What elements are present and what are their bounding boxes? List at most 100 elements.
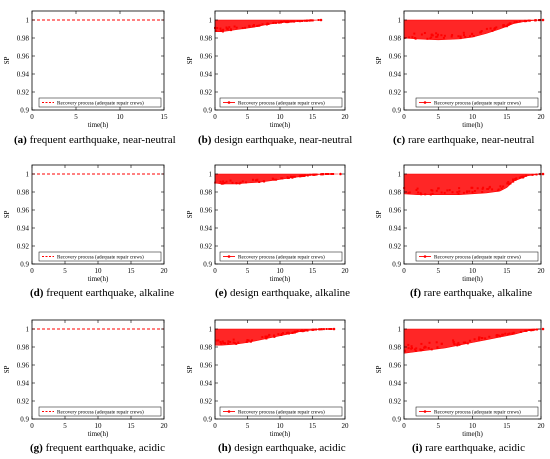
panel-e-series-marker [330, 173, 333, 175]
caption-d-text: frequent earthquake, alkaline [46, 287, 175, 299]
panel-f-series-marker [535, 173, 538, 176]
panel-c-series-marker [518, 20, 521, 23]
panel-f-ytick-label: 0.98 [389, 189, 402, 197]
panel-e-legend-marker [227, 255, 231, 258]
panel-a-ylabel: SP [3, 57, 11, 65]
panel-b-series-marker [291, 20, 294, 23]
caption-g: (g) frequent earthquake, acidic [30, 442, 165, 454]
panel-h-xtick-label: 10 [277, 422, 285, 430]
panel-g-ytick-label: 0.96 [17, 362, 30, 370]
panel-f-series-marker [431, 189, 434, 192]
panel-h-series-marker [322, 328, 325, 331]
panel-f-series-marker [466, 190, 468, 193]
panel-i-series-marker [497, 334, 500, 337]
panel-f-series-marker [416, 187, 419, 190]
panel-c-ytick-label: 0.98 [389, 35, 402, 43]
panel-c-series-marker [463, 34, 465, 37]
panel-i-ytick-label: 0.98 [389, 344, 402, 352]
panel-h-series-marker [224, 342, 226, 345]
panel-b-series-marker [278, 21, 281, 24]
panel-h-series-marker [300, 330, 302, 332]
panel-c-series-marker [430, 36, 433, 39]
panel-h-xtick-label: 15 [309, 422, 317, 430]
panel-c-series-marker [435, 32, 438, 35]
panel-g-ytick-label: 0.92 [17, 398, 30, 406]
panel-e-series-marker [220, 182, 223, 185]
panel-e-series-marker [301, 174, 304, 177]
panel-e-series-marker [254, 179, 257, 182]
panel-h-series-marker [264, 335, 267, 338]
panel-e-series-marker [289, 175, 292, 178]
panel-c-series-marker [423, 32, 426, 34]
panel-h-series [214, 327, 336, 346]
panel-c-series-marker [443, 34, 446, 37]
panel-g-legend-label: Recovery process (adequate repair crews) [57, 409, 144, 416]
panel-h-series-marker [237, 341, 240, 344]
panel-c-series-marker [469, 35, 471, 38]
panel-h-ytick-label: 0.92 [200, 398, 213, 406]
panel-i-series-marker [519, 331, 522, 333]
panel-i-series-marker [453, 343, 456, 346]
panel-h-xtick-label: 20 [342, 422, 350, 430]
panel-f-series-marker [496, 189, 499, 192]
panel-h-series-marker [277, 333, 280, 336]
panel-i-series-marker [452, 339, 455, 342]
panel-i-series-marker [436, 346, 439, 349]
caption-c-text: rare earthquake, near-neutral [407, 134, 535, 146]
panel-f-ylabel: SP [375, 211, 383, 219]
panel-d-ytick-label: 0.94 [17, 225, 30, 233]
caption-h-text: design earthquake, acidic [234, 442, 346, 454]
panel-b-series-marker [230, 29, 232, 32]
caption-e-letter: (e) [215, 287, 228, 299]
panel-e-series-marker [325, 173, 328, 175]
panel-a-ytick-label: 0.98 [17, 35, 30, 43]
panel-c-series-marker [515, 21, 518, 23]
panel-i-series-marker [504, 332, 507, 335]
panel-c-series-marker [420, 33, 423, 36]
panel-h-series-marker [305, 329, 308, 332]
panel-i-series-marker [536, 328, 538, 331]
panel-a-legend-label: Recovery process (adequate repair crews) [57, 100, 144, 107]
panel-f-series [403, 172, 545, 196]
panel-b-xtick-label: 0 [213, 113, 217, 121]
panel-b-series-marker [293, 20, 296, 23]
panel-b-series-marker [280, 20, 283, 23]
panel-e-ylabel: SP [186, 211, 194, 219]
panel-b-series-marker [241, 27, 244, 30]
panel-i-series-marker [511, 332, 514, 335]
panel-b-series-end-marker [319, 18, 323, 22]
panel-h-series-marker [330, 328, 333, 330]
panel-b-ytick-label: 0.9 [203, 107, 212, 115]
panel-c-series-marker [503, 25, 506, 28]
panel-i-series-marker [530, 329, 533, 332]
caption-d-letter: (d) [30, 287, 44, 299]
panel-c-xlabel: time(h) [462, 121, 483, 129]
panel-f-xlabel: time(h) [462, 275, 483, 283]
panel-f-series-marker [522, 175, 525, 178]
panel-i-series-marker [473, 338, 476, 341]
panel-d-xtick-label: 0 [30, 267, 34, 275]
panel-c-series-marker [528, 19, 531, 22]
panel-i-series-marker [502, 333, 505, 336]
panel-c-series-marker [494, 27, 497, 30]
panel-f-series-marker [514, 178, 517, 180]
panel-f-series-marker [451, 191, 454, 194]
panel-e-series-marker [320, 173, 322, 176]
panel-h-legend-label: Recovery process (adequate repair crews) [238, 409, 325, 416]
caption-e-text: design earthquake, alkaline [229, 287, 351, 299]
panel-i-series-marker [404, 350, 406, 353]
panel-i-series-marker [508, 332, 511, 335]
panel-c-series-marker [459, 37, 462, 40]
panel-b-series-marker [289, 20, 292, 23]
panel-e-series-marker [322, 173, 325, 176]
panel-f-series-marker [512, 178, 514, 181]
panel-c-series-marker [462, 31, 465, 34]
panel-f-series-marker [518, 176, 521, 179]
panel-h-series-marker [246, 339, 249, 341]
panel-i-ylabel: SP [375, 366, 383, 374]
